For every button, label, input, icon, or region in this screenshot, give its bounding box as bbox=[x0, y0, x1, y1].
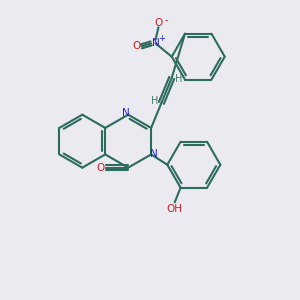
Text: OH: OH bbox=[167, 204, 183, 214]
Text: -: - bbox=[165, 15, 169, 26]
Text: +: + bbox=[159, 34, 166, 43]
Text: H: H bbox=[151, 96, 159, 106]
Text: N: N bbox=[150, 149, 158, 159]
Text: N: N bbox=[152, 38, 159, 48]
Text: O: O bbox=[132, 41, 140, 51]
Text: O: O bbox=[97, 163, 105, 173]
Text: N: N bbox=[122, 108, 130, 118]
Text: H: H bbox=[175, 74, 182, 84]
Text: O: O bbox=[154, 18, 163, 28]
